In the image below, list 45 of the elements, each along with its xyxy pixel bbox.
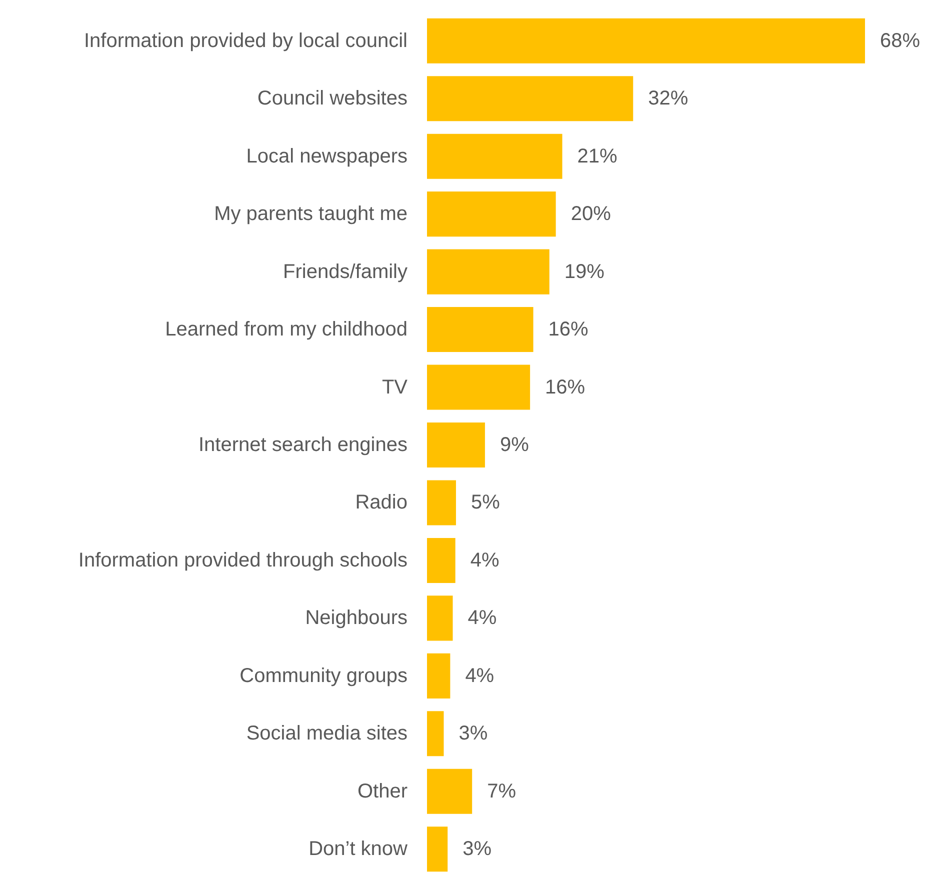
y-tick-label: My parents taught me [214,203,408,226]
data-label: 4% [468,607,497,630]
y-tick-label: Council websites [257,88,408,110]
bar [427,18,865,64]
data-label: 4% [470,549,500,572]
data-label: 3% [462,838,492,860]
bar [427,192,556,237]
data-label: 21% [577,145,618,168]
bar [427,480,456,526]
y-tick-label: Radio [355,492,408,514]
bar [427,538,456,583]
data-label: 16% [545,376,586,398]
data-label: 19% [564,260,605,283]
data-label: 16% [548,318,589,341]
y-tick-label: Community groups [240,664,408,687]
bar [427,422,485,468]
y-tick-label: Internet search engines [198,434,408,456]
data-label: 7% [487,780,516,802]
data-label: 32% [648,88,688,110]
bar [427,653,450,698]
y-tick-label: Information provided by local council [84,30,408,52]
y-tick-label: Learned from my childhood [165,318,408,341]
y-tick-label: Don’t know [308,838,408,860]
data-label: 68% [880,30,920,52]
bar [427,249,550,294]
y-tick-label: TV [382,376,408,398]
bar [427,134,562,179]
y-tick-label: Friends/family [283,260,408,283]
bar [427,826,448,872]
bar [427,596,453,641]
data-label: 5% [470,492,500,514]
data-label: 3% [458,722,488,745]
data-label: 20% [570,203,612,226]
y-tick-label: Social media sites [246,722,408,745]
bar [427,711,444,756]
bar [427,768,472,814]
bar [427,307,534,352]
y-tick-label: Information provided through schools [78,549,408,572]
bar [427,76,634,122]
bar [427,364,530,410]
y-tick-label: Local newspapers [246,145,408,168]
data-label: 9% [500,434,530,456]
y-tick-label: Other [357,780,408,802]
y-tick-label: Neighbours [305,607,408,630]
data-label: 4% [465,664,494,687]
